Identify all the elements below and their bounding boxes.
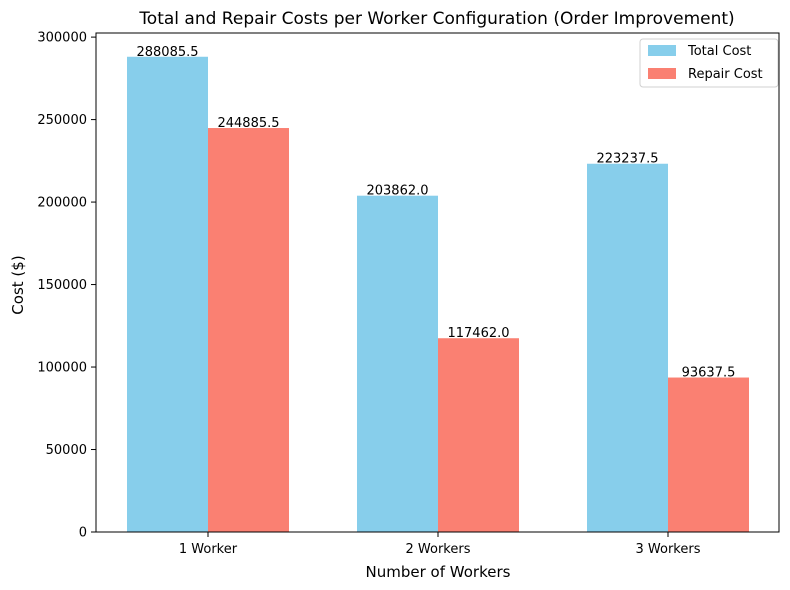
data-label-total-cost-3: 223237.5 bbox=[596, 152, 658, 167]
y-tick-label: 150000 bbox=[37, 278, 87, 293]
y-tick-label: 200000 bbox=[37, 196, 87, 211]
y-tick-label: 0 bbox=[79, 526, 87, 541]
bar-total-cost-2 bbox=[357, 195, 438, 533]
legend: Total Cost Repair Cost bbox=[639, 38, 779, 88]
data-label-repair-cost-3: 93637.5 bbox=[682, 366, 736, 381]
x-tick-label: 1 Worker bbox=[179, 542, 238, 557]
plot-area: 288085.5 244885.5 203862.0 117462.0 223237.5… bbox=[95, 32, 780, 533]
chart-title: Total and Repair Costs per Worker Config… bbox=[138, 9, 734, 29]
legend-swatch-repair-cost bbox=[648, 68, 676, 79]
x-tick-label: 2 Workers bbox=[406, 542, 471, 557]
legend-label-repair-cost: Repair Cost bbox=[688, 67, 763, 82]
data-label-total-cost-1: 288085.5 bbox=[136, 45, 198, 60]
x-tick-label: 3 Workers bbox=[636, 542, 701, 557]
bar-total-cost-3 bbox=[587, 163, 668, 532]
bar-repair-cost-1 bbox=[208, 128, 289, 532]
data-label-repair-cost-2: 117462.0 bbox=[447, 326, 509, 341]
y-tick-label: 50000 bbox=[46, 443, 87, 458]
y-axis: 0 50000 100000 150000 200000 250000 300000 bbox=[37, 31, 96, 541]
x-axis-label: Number of Workers bbox=[366, 563, 511, 581]
y-tick-label: 100000 bbox=[37, 361, 87, 376]
y-tick-label: 250000 bbox=[37, 113, 87, 128]
legend-label-total-cost: Total Cost bbox=[687, 44, 751, 59]
y-axis-label: Cost ($) bbox=[9, 255, 27, 314]
x-axis: 1 Worker 2 Workers 3 Workers bbox=[179, 532, 701, 557]
y-tick-label: 300000 bbox=[37, 31, 87, 46]
bar-total-cost-1 bbox=[127, 56, 208, 532]
data-label-total-cost-2: 203862.0 bbox=[366, 184, 428, 199]
bar-repair-cost-2 bbox=[438, 338, 519, 532]
data-label-repair-cost-1: 244885.5 bbox=[217, 116, 279, 131]
bar-repair-cost-3 bbox=[668, 377, 749, 532]
legend-swatch-total-cost bbox=[648, 45, 676, 56]
